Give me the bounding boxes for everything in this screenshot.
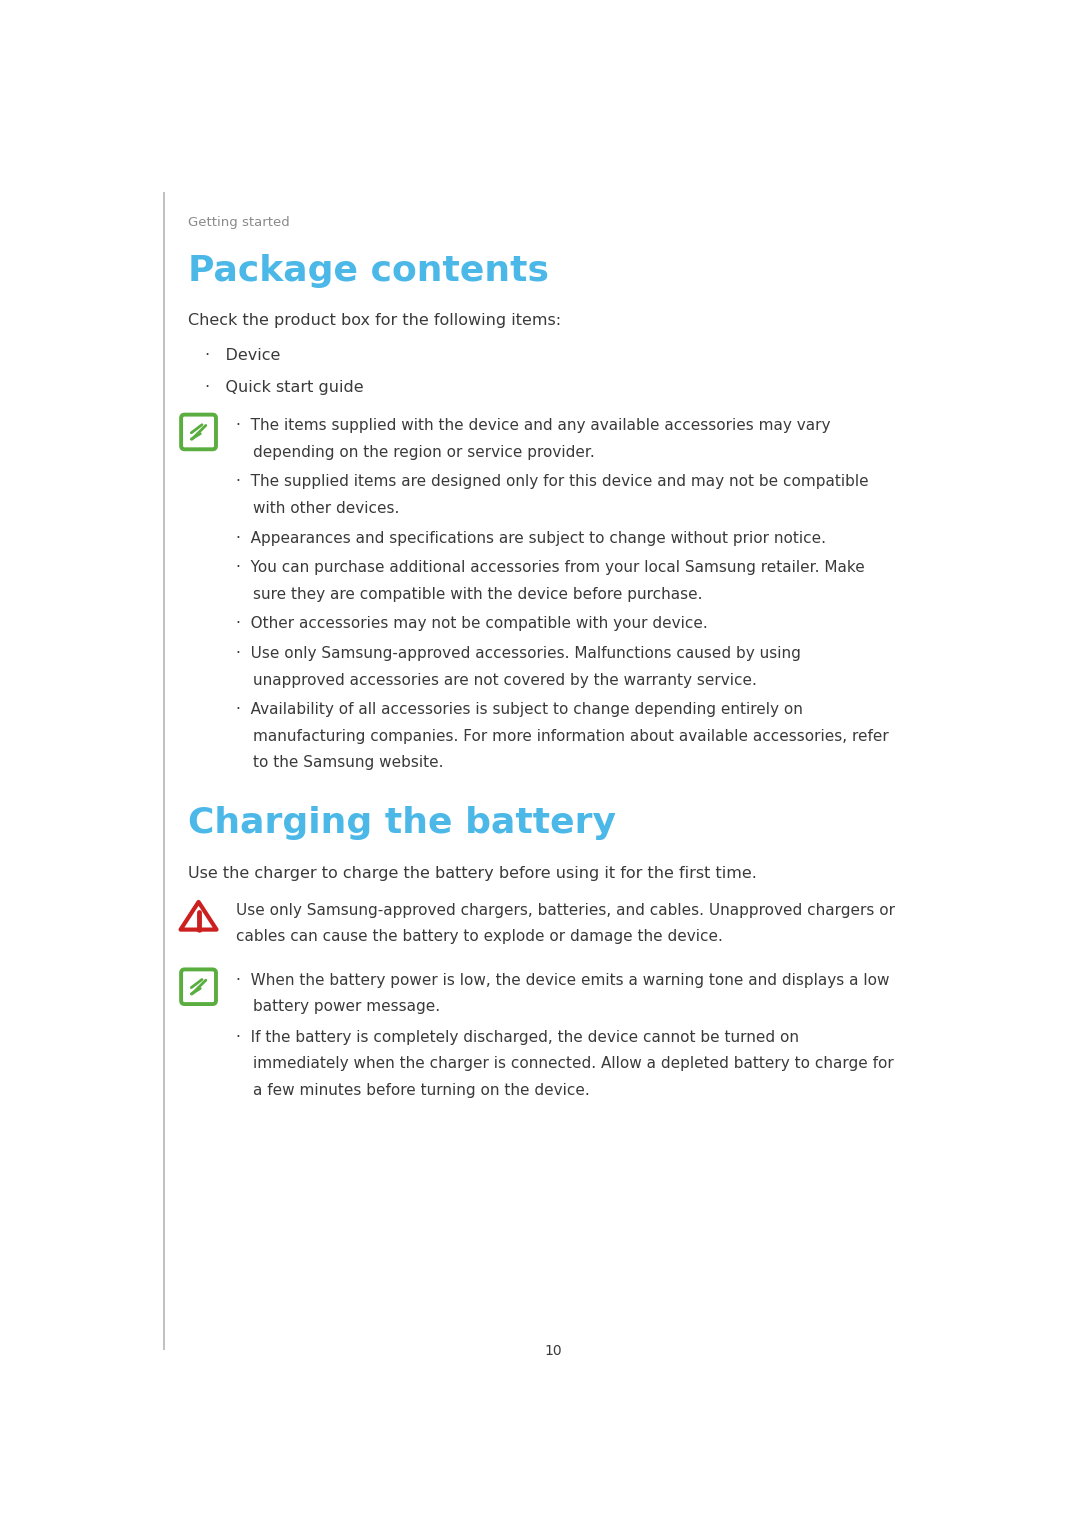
Text: ·  When the battery power is low, the device emits a warning tone and displays a: · When the battery power is low, the dev… (235, 973, 889, 988)
Text: ·  You can purchase additional accessories from your local Samsung retailer. Mak: · You can purchase additional accessorie… (235, 560, 864, 576)
Text: ·  The items supplied with the device and any available accessories may vary: · The items supplied with the device and… (235, 418, 831, 434)
Polygon shape (180, 902, 216, 930)
Text: sure they are compatible with the device before purchase.: sure they are compatible with the device… (253, 586, 702, 602)
Text: ·  If the battery is completely discharged, the device cannot be turned on: · If the battery is completely discharge… (235, 1029, 799, 1044)
Text: with other devices.: with other devices. (253, 501, 400, 516)
Text: unapproved accessories are not covered by the warranty service.: unapproved accessories are not covered b… (253, 672, 757, 687)
Text: Charging the battery: Charging the battery (188, 806, 616, 840)
Text: ·  The supplied items are designed only for this device and may not be compatibl: · The supplied items are designed only f… (235, 475, 868, 489)
Text: ·  Availability of all accessories is subject to change depending entirely on: · Availability of all accessories is sub… (235, 702, 802, 718)
Text: Package contents: Package contents (188, 253, 549, 289)
Text: a few minutes before turning on the device.: a few minutes before turning on the devi… (253, 1083, 590, 1098)
Text: ·   Device: · Device (205, 348, 280, 363)
Text: to the Samsung website.: to the Samsung website. (253, 756, 443, 770)
Text: Getting started: Getting started (188, 215, 289, 229)
Text: ·  Other accessories may not be compatible with your device.: · Other accessories may not be compatibl… (235, 617, 707, 631)
Text: Use the charger to charge the battery before using it for the first time.: Use the charger to charge the battery be… (188, 866, 757, 881)
Text: 10: 10 (544, 1344, 563, 1358)
Text: ·  Appearances and specifications are subject to change without prior notice.: · Appearances and specifications are sub… (235, 530, 826, 545)
Text: Use only Samsung-approved chargers, batteries, and cables. Unapproved chargers o: Use only Samsung-approved chargers, batt… (235, 902, 894, 918)
Text: manufacturing companies. For more information about available accessories, refer: manufacturing companies. For more inform… (253, 728, 889, 744)
Text: ·   Quick start guide: · Quick start guide (205, 380, 363, 394)
Text: immediately when the charger is connected. Allow a depleted battery to charge fo: immediately when the charger is connecte… (253, 1057, 893, 1072)
Text: battery power message.: battery power message. (253, 1000, 440, 1014)
FancyBboxPatch shape (181, 970, 216, 1005)
Text: Check the product box for the following items:: Check the product box for the following … (188, 313, 561, 328)
Text: ·  Use only Samsung-approved accessories. Malfunctions caused by using: · Use only Samsung-approved accessories.… (235, 646, 800, 661)
Text: cables can cause the battery to explode or damage the device.: cables can cause the battery to explode … (235, 930, 723, 944)
Text: depending on the region or service provider.: depending on the region or service provi… (253, 444, 595, 460)
FancyBboxPatch shape (181, 415, 216, 449)
